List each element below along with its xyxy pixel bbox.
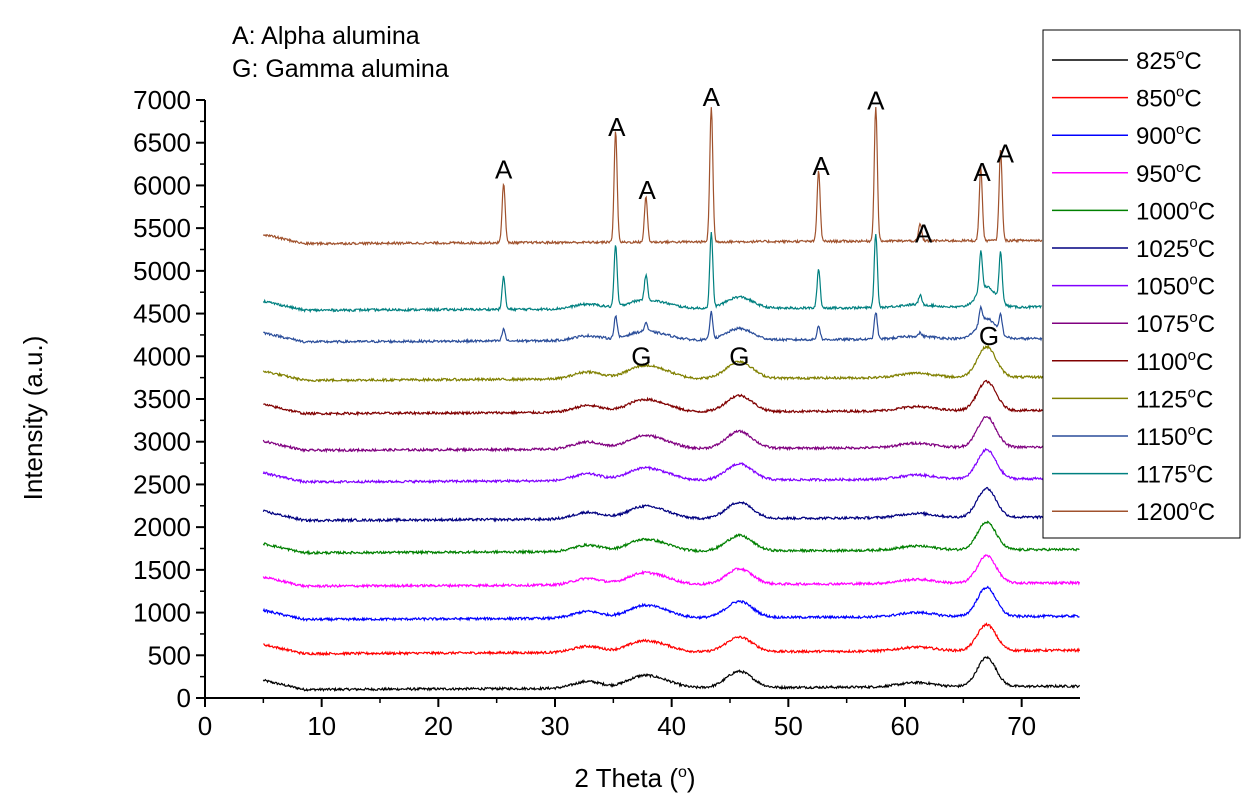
y-tick-label: 6000	[133, 170, 191, 200]
series-line-1025	[262, 486, 1081, 524]
legend-box	[1042, 29, 1241, 539]
y-tick-label: 2500	[133, 469, 191, 499]
legend-label-1125: 1125oC	[1136, 384, 1213, 413]
peak-label-A: A	[997, 138, 1015, 168]
legend-label-1150: 1150oC	[1136, 422, 1213, 451]
x-tick-label: 10	[307, 711, 336, 741]
x-tick-label: 30	[541, 711, 570, 741]
legend-label-850: 850oC	[1136, 84, 1202, 113]
peak-label-A: A	[867, 85, 885, 115]
series-line-1000	[262, 520, 1080, 556]
y-tick-label: 500	[148, 640, 191, 670]
legend-label-950: 950oC	[1136, 159, 1202, 188]
series-line-1200	[262, 106, 1043, 247]
x-tick-label: 70	[1007, 711, 1036, 741]
peak-label-A: A	[973, 157, 991, 187]
axes-layer: 0 10 20 30 40 50 60 70 0 500 1000 1500 2000 2500 3000 3…	[133, 85, 1080, 741]
series-layer	[262, 106, 1081, 692]
series-line-850	[263, 622, 1081, 657]
legend-label-1200: 1200oC	[1136, 497, 1215, 526]
x-tick-label: 50	[774, 711, 803, 741]
series-line-1100	[263, 379, 1081, 417]
peak-label-A: A	[638, 175, 656, 205]
series-line-1050	[262, 447, 1080, 485]
y-axis-title: Intensity (a.u.)	[18, 336, 48, 501]
legend: 825oC 850oC 900oC 950oC 1000oC 1025oC 1050oC 10…	[1042, 29, 1241, 539]
y-tick-label: 2000	[133, 512, 191, 542]
series-line-900	[262, 585, 1080, 623]
peak-label-A: A	[495, 155, 513, 185]
y-tick-label: 4000	[133, 341, 191, 371]
peak-label-A: A	[608, 112, 626, 142]
note-alpha: A: Alpha alumina	[232, 22, 420, 50]
legend-label-1100: 1100oC	[1136, 347, 1213, 376]
y-tick-label: 4500	[133, 299, 191, 329]
y-tick-label: 1000	[133, 598, 191, 628]
peak-label-G: G	[979, 321, 999, 351]
legend-label-1175: 1175oC	[1136, 460, 1213, 489]
legend-label-900: 900oC	[1136, 121, 1202, 150]
series-line-1175	[262, 232, 1042, 314]
y-tick-label: 3000	[133, 427, 191, 457]
legend-label-825: 825oC	[1136, 46, 1202, 75]
series-line-1150	[263, 304, 1043, 345]
y-tick-label: 6500	[133, 128, 191, 158]
y-tick-label: 7000	[133, 85, 191, 115]
x-tick-label: 20	[424, 711, 453, 741]
x-tick-label: 0	[198, 711, 212, 741]
legend-label-1000: 1000oC	[1136, 196, 1215, 225]
y-tick-label: 1500	[133, 555, 191, 585]
y-tick-label: 5500	[133, 213, 191, 243]
x-tick-label: 40	[657, 711, 686, 741]
series-line-1075	[262, 415, 1081, 454]
y-tick-label: 5000	[133, 256, 191, 286]
series-line-1125	[262, 344, 1081, 383]
peak-label-G: G	[631, 342, 651, 372]
legend-label-1025: 1025oC	[1136, 234, 1215, 263]
x-axis-title: 2 Theta (o)	[574, 763, 695, 793]
x-tick-label: 60	[891, 711, 920, 741]
y-tick-label: 0	[177, 683, 191, 713]
y-tick-label: 3500	[133, 384, 191, 414]
legend-label-1050: 1050oC	[1136, 272, 1215, 301]
peak-label-A: A	[703, 82, 721, 112]
peak-label-A: A	[812, 151, 830, 181]
series-line-825	[262, 655, 1081, 692]
peak-label-A: A	[915, 219, 933, 249]
series-line-950	[262, 554, 1081, 589]
peak-label-G: G	[729, 342, 749, 372]
legend-label-1075: 1075oC	[1136, 309, 1215, 338]
note-gamma: G: Gamma alumina	[232, 55, 449, 83]
